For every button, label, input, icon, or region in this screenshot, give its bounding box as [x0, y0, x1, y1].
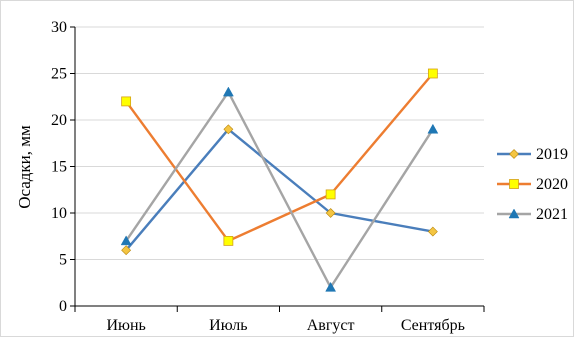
- axes: [70, 26, 485, 312]
- series-2021: [120, 86, 439, 292]
- y-tick-label: 30: [51, 19, 67, 36]
- series: [120, 68, 439, 292]
- data-point: [427, 68, 438, 79]
- gridlines: [75, 26, 484, 307]
- data-point: [121, 245, 132, 256]
- series-2019: [121, 124, 438, 256]
- data-point: [222, 86, 234, 97]
- y-tick-label: 10: [51, 205, 67, 222]
- data-point: [120, 235, 132, 246]
- data-point: [223, 124, 234, 135]
- x-tick-label: Сентябрь: [401, 317, 465, 334]
- series-2020: [121, 68, 438, 246]
- y-tick-label: 20: [51, 112, 67, 129]
- x-tick-label: Июнь: [106, 317, 145, 334]
- y-tick-label: 0: [59, 298, 67, 315]
- data-point: [223, 235, 234, 246]
- data-point: [325, 189, 336, 200]
- legend-item: 2019: [497, 146, 568, 163]
- series-line: [125, 90, 434, 289]
- series-line: [125, 128, 434, 251]
- data-point: [427, 226, 438, 237]
- legend-item: 2020: [497, 176, 568, 193]
- data-point: [121, 96, 132, 107]
- legend-item: 2021: [497, 206, 568, 223]
- legend: 2019 2020 2021: [497, 146, 568, 223]
- y-axis-title: Осадки, мм: [15, 125, 34, 209]
- y-tick-label: 15: [51, 159, 67, 176]
- legend-swatch-marker: [509, 149, 519, 159]
- legend-swatch-marker: [508, 208, 520, 219]
- x-tick-labels: Июнь Июль Август Сентябрь: [106, 317, 464, 334]
- legend-swatch-marker: [509, 179, 519, 189]
- y-tick-label: 25: [51, 66, 67, 83]
- data-point: [427, 123, 439, 134]
- x-tick-label: Июль: [209, 317, 247, 334]
- legend-label: 2021: [536, 206, 568, 223]
- series-line: [125, 72, 434, 243]
- y-tick-labels: 0 5 10 15 20 25 30: [51, 19, 67, 315]
- legend-label: 2019: [536, 146, 568, 163]
- y-tick-label: 5: [59, 252, 67, 269]
- legend-label: 2020: [536, 176, 568, 193]
- data-point: [325, 208, 336, 218]
- data-point: [325, 281, 337, 292]
- x-tick-label: Август: [307, 317, 355, 334]
